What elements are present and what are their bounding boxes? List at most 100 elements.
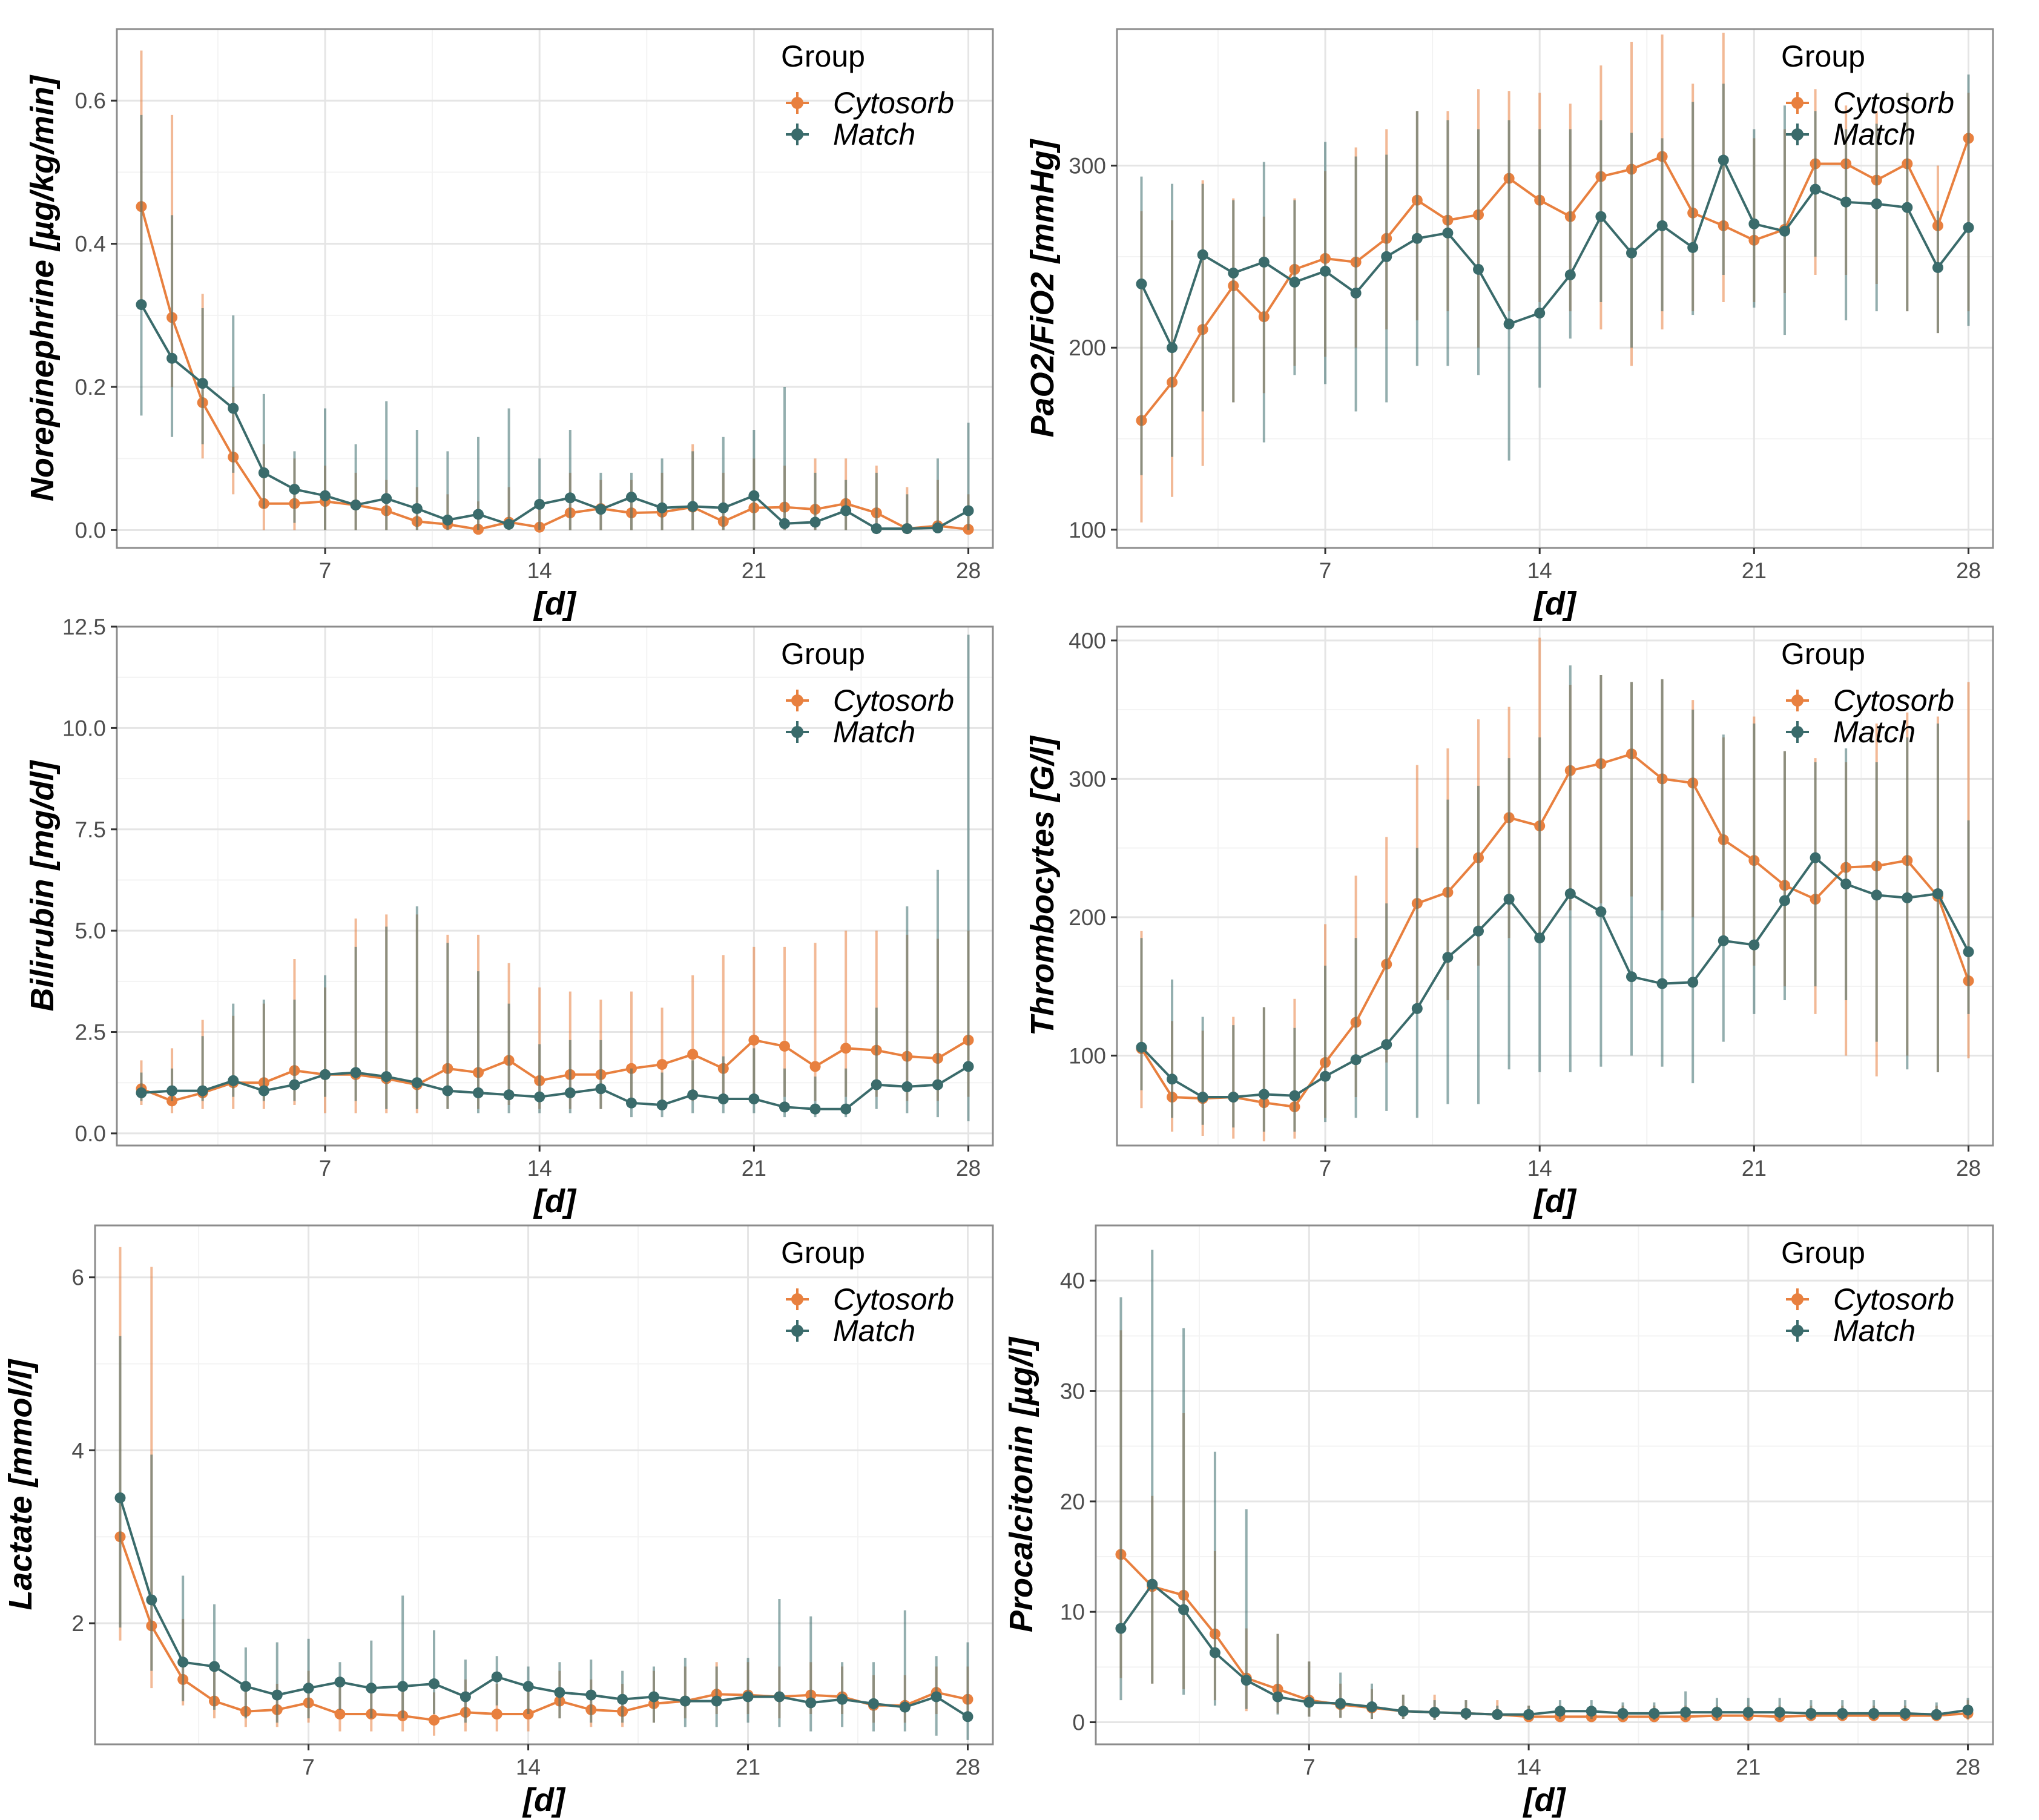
x-tick-label: 14 [1527,558,1552,583]
chart-panel-5: 7 14 21 28 2 4 6 [d] Lactate [mmol/l] Group Cytoso… [2,1224,994,1818]
series-match [136,114,974,535]
panel-border [1116,28,1994,549]
y-tick-label: 4 [71,1438,84,1463]
data-point [136,1087,147,1098]
x-axis-title: [d] [522,1782,566,1818]
data-point [228,1075,239,1086]
data-point [1492,1709,1503,1720]
data-point [209,1661,220,1672]
data-point [1429,1707,1440,1718]
data-point [625,492,637,503]
data-point [1258,1089,1270,1100]
x-tick-label: 7 [319,558,332,583]
data-point [177,1657,189,1668]
data-point [460,1691,471,1703]
legend-title: Group [781,1236,865,1270]
data-point [1902,892,1913,903]
x-tick-label: 7 [1319,558,1332,583]
x-tick-label: 7 [1319,1156,1332,1181]
data-point [228,403,239,414]
y-axis-title: Lactate [mmol/l] [2,1358,39,1610]
legend-label-match: Match [1833,117,1915,151]
axis-ticks: 7 14 21 28 0 10 20 30 40 [1060,1268,1980,1779]
data-point [901,1081,913,1092]
y-tick-label: 400 [1069,628,1106,653]
legend-title: Group [781,637,865,671]
data-point [1871,889,1882,901]
panel-border [1095,1224,1994,1746]
legend-key-point [1791,128,1803,140]
legend-key-cytosorb [1786,92,1809,114]
data-point [679,1695,691,1707]
series-match [114,1336,973,1740]
data-point [899,1701,911,1713]
data-point [491,1709,502,1720]
chart-panel-6: 7 14 21 28 0 10 20 30 40 [d] Procalcitonin [µg/l] G… [1003,1224,1994,1818]
x-tick-label: 21 [736,1755,760,1779]
x-tick-label: 14 [516,1755,541,1779]
data-point [1810,183,1821,195]
panel-border [116,28,994,549]
data-point [1932,262,1943,273]
data-point [1748,218,1760,229]
legend-key-point [1791,1325,1803,1337]
data-point [1320,265,1331,277]
x-tick-label: 14 [527,558,552,583]
legend-key-cytosorb [786,92,809,114]
x-tick-label: 7 [1303,1755,1316,1779]
data-point [748,1034,760,1046]
data-point [1718,935,1729,946]
y-axis-title: Thrombocytes [G/l] [1024,735,1061,1036]
legend-key-point [1791,97,1803,109]
y-tick-label: 10.0 [62,716,106,740]
series-line [119,1497,969,1718]
data-point [1779,225,1790,237]
data-point [473,1087,484,1098]
data-point [1272,1691,1283,1703]
data-point [932,1079,943,1090]
data-point [1586,1706,1597,1717]
data-point [1626,971,1637,983]
series-line [140,304,969,530]
data-point [1442,227,1454,239]
data-point [779,518,790,529]
legend-key-point [1791,1293,1803,1305]
data-point [1868,1707,1880,1719]
data-point [687,1089,699,1101]
data-point [271,1689,283,1701]
legend-key-point [791,128,803,140]
data-point [1595,906,1607,917]
data-point [748,490,760,501]
y-tick-label: 300 [1069,154,1106,179]
data-point [1228,267,1239,279]
legend-label-cytosorb: Cytosorb [833,86,954,120]
y-tick-label: 0.0 [75,1121,106,1146]
data-point [197,1085,208,1096]
y-axis-title: Norepinephrine [µg/kg/min] [24,74,61,501]
data-point [1649,1707,1660,1719]
y-tick-label: 0.4 [75,232,106,257]
data-point [687,1049,699,1060]
data-point [901,523,913,535]
y-tick-label: 0.2 [75,375,106,400]
legend-label-cytosorb: Cytosorb [833,1282,954,1316]
data-point [1595,211,1607,222]
series-line [1140,157,1970,351]
legend-title: Group [781,39,865,73]
data-point [648,1691,659,1703]
x-tick-label: 28 [1956,1156,1981,1181]
data-point [1962,1704,1974,1716]
legend-key-point [791,694,803,707]
data-point [656,1059,668,1070]
legend-label-match: Match [833,1314,915,1348]
data-point [136,299,147,311]
legend-title: Group [1781,39,1865,73]
data-point [429,1678,440,1690]
data-point [1564,269,1576,280]
data-point [1460,1707,1472,1719]
data-point [166,352,178,364]
data-point [717,1093,729,1105]
x-tick-label: 21 [1742,1156,1767,1181]
data-point [1473,925,1484,937]
